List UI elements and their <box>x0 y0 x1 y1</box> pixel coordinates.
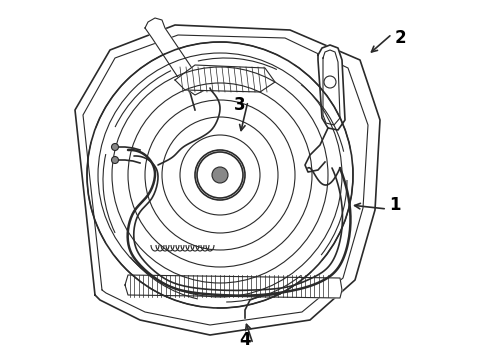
Polygon shape <box>125 275 342 298</box>
Circle shape <box>212 167 228 183</box>
Text: 4: 4 <box>239 331 251 349</box>
Circle shape <box>112 144 119 150</box>
Circle shape <box>197 152 243 198</box>
Polygon shape <box>318 45 345 130</box>
Circle shape <box>112 157 119 163</box>
Polygon shape <box>175 65 275 92</box>
Polygon shape <box>145 18 205 95</box>
Text: 3: 3 <box>234 96 246 114</box>
Text: 2: 2 <box>394 29 406 47</box>
Text: 1: 1 <box>389 196 401 214</box>
